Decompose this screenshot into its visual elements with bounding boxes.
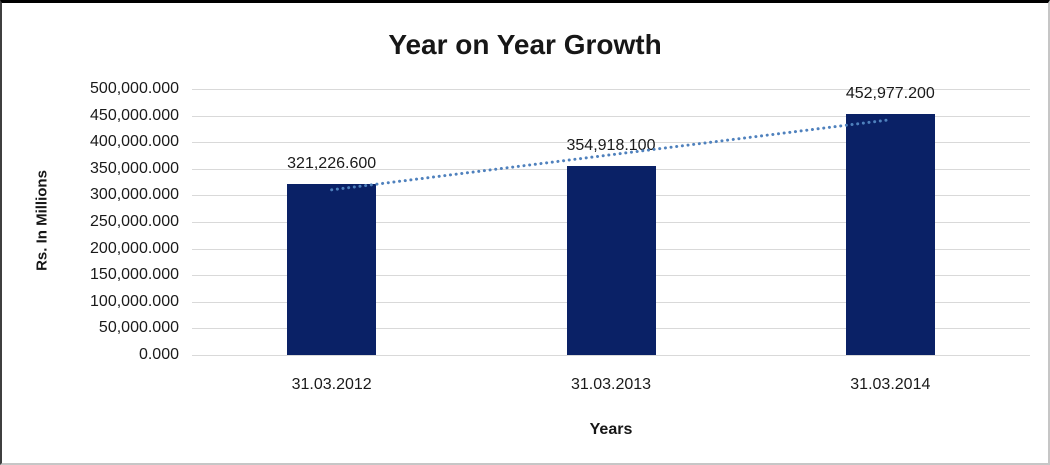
y-tick-label: 350,000.000	[90, 159, 179, 177]
y-tick-label: 450,000.000	[90, 106, 179, 124]
bar	[566, 166, 656, 355]
chart-title: Year on Year Growth	[388, 29, 662, 60]
bar	[287, 184, 377, 355]
y-tick-label: 0.000	[138, 346, 179, 363]
bar-value-label: 354,918.100	[566, 137, 656, 155]
y-tick-label: 500,000.000	[90, 80, 179, 97]
y-tick-label: 100,000.000	[90, 292, 179, 310]
bar-value-label: 321,226.600	[287, 155, 377, 173]
x-category-label: 31.03.2012	[291, 376, 372, 393]
y-tick-label: 400,000.000	[90, 133, 179, 151]
y-tick-label: 50,000.000	[98, 319, 179, 337]
x-category-label: 31.03.2014	[850, 376, 931, 393]
y-axis-title: Rs. In Millions	[33, 170, 51, 271]
y-tick-label: 300,000.000	[90, 186, 179, 204]
y-tick-label: 200,000.000	[90, 239, 179, 257]
y-tick-label: 150,000.000	[90, 266, 179, 284]
gridline	[192, 115, 1030, 117]
x-category-label: 31.03.2013	[570, 376, 652, 393]
bar	[845, 114, 935, 355]
x-axis-title: Years	[589, 421, 633, 438]
bar-value-label: 452,977.200	[845, 85, 935, 103]
gridline	[192, 355, 1030, 356]
y-tick-label: 250,000.000	[90, 213, 179, 230]
gridline	[192, 89, 1030, 90]
